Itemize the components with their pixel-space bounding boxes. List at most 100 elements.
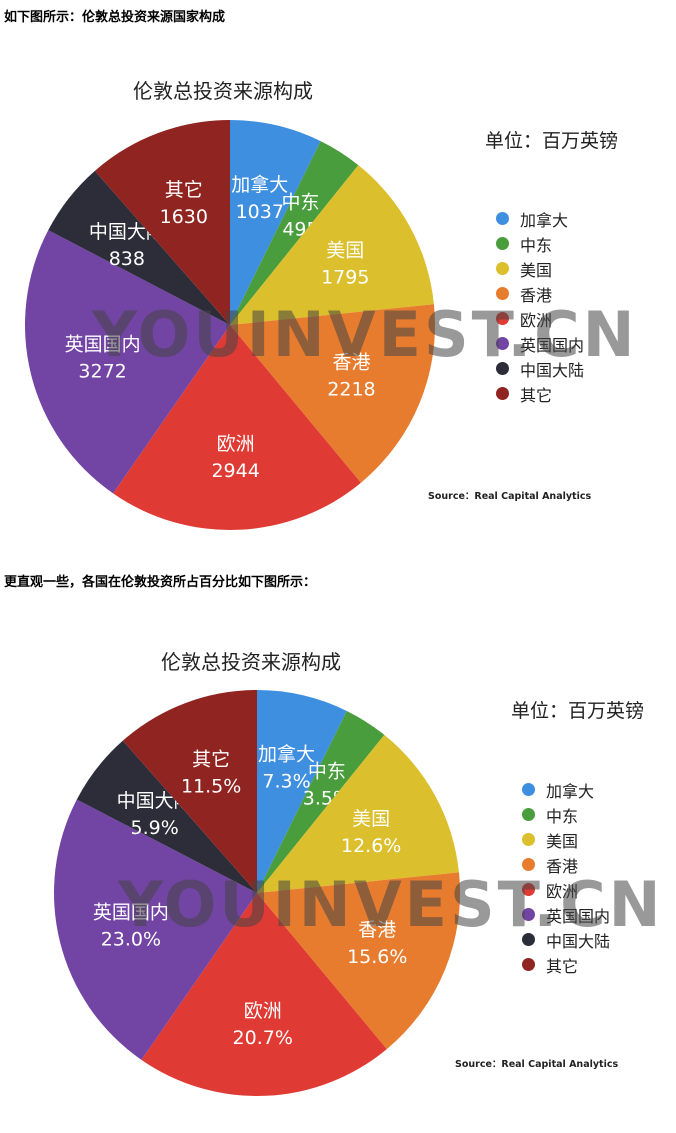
slice-category-label: 美国 <box>352 808 390 830</box>
legend-swatch <box>496 387 509 400</box>
slice-category-label: 加拿大 <box>258 742 315 765</box>
pie-slice-usa <box>257 734 459 893</box>
legend-swatch <box>522 908 535 921</box>
legend-item-canada: 加拿大 <box>522 777 610 802</box>
legend-item-usa: 美国 <box>496 256 584 281</box>
legend-item-middle-east: 中东 <box>522 802 610 827</box>
legend-label: 欧洲 <box>520 310 553 330</box>
slice-category-label: 加拿大 <box>231 173 288 196</box>
legend-swatch <box>522 783 535 796</box>
legend: 加拿大中东美国香港欧洲英国国内中国大陆其它 <box>496 206 584 406</box>
legend-item-hong-kong: 香港 <box>522 852 610 877</box>
legend-item-canada: 加拿大 <box>496 206 584 231</box>
legend-label: 香港 <box>520 285 553 305</box>
slice-value-label: 20.7% <box>233 1027 293 1049</box>
slice-value-label: 2218 <box>327 379 375 401</box>
legend-label: 英国国内 <box>546 906 611 926</box>
pie-slice-europe <box>113 325 361 530</box>
legend-label: 加拿大 <box>520 210 569 230</box>
legend-label: 欧洲 <box>546 881 579 901</box>
pie-slice-china-mainland <box>48 170 230 325</box>
legend-label: 加拿大 <box>546 781 595 801</box>
slice-value-label: 3272 <box>78 360 126 382</box>
pie-slice-uk-domestic <box>54 799 258 1060</box>
legend-label: 其它 <box>546 956 579 976</box>
slice-value-label: 11.5% <box>181 775 241 797</box>
pie-chart-amount: 加拿大1037中东495美国1795香港2218欧洲2944英国国内3272中国… <box>24 120 436 530</box>
legend-label: 中东 <box>520 235 553 255</box>
chart-panel-amount: 伦敦总投资来源构成 单位：百万英镑 加拿大 1037 中东 495 美国 1795 香港 22… <box>0 40 676 540</box>
legend-item-usa: 美国 <box>522 827 610 852</box>
legend-item-europe: 欧洲 <box>522 877 610 902</box>
slice-value-label: 23.0% <box>101 928 161 950</box>
pie-slice-other <box>122 690 257 893</box>
legend-swatch <box>496 237 509 250</box>
chart-panel-percent: 伦敦总投资来源构成 单位：百万英镑 加拿大 7.3% 中东 3.5% 美国 12.6% 香港… <box>0 610 676 1120</box>
legend-swatch <box>522 858 535 871</box>
pie-slice-china-mainland <box>76 740 257 893</box>
pie-slice-uk-domestic <box>24 230 230 494</box>
slice-category-label: 中东 <box>281 191 319 213</box>
legend-swatch <box>522 883 535 896</box>
legend-item-uk-domestic: 英国国内 <box>522 902 610 927</box>
slice-category-label: 其它 <box>165 179 203 201</box>
intro-text-2: 更直观一些，各国在伦敦投资所占百分比如下图所示： <box>4 575 317 590</box>
slice-value-label: 1630 <box>160 206 208 228</box>
chart-title: 伦敦总投资来源构成 <box>161 650 341 674</box>
legend-label: 中国大陆 <box>520 360 585 380</box>
slice-value-label: 838 <box>109 248 145 270</box>
legend-item-uk-domestic: 英国国内 <box>496 331 584 356</box>
unit-label: 单位：百万英镑 <box>511 700 645 722</box>
slice-category-label: 欧洲 <box>244 1000 282 1022</box>
legend-swatch <box>522 958 535 971</box>
slice-value-label: 15.6% <box>347 946 407 968</box>
slice-value-label: 1037 <box>236 201 284 223</box>
slice-category-label: 英国国内 <box>65 333 141 355</box>
pie-slice-canada <box>230 120 321 325</box>
legend-label: 美国 <box>520 260 553 280</box>
legend-swatch <box>496 312 509 325</box>
legend-swatch <box>496 287 509 300</box>
slice-category-label: 其它 <box>192 748 230 770</box>
chart-title: 伦敦总投资来源构成 <box>133 79 313 103</box>
legend-item-china-mainland: 中国大陆 <box>496 356 584 381</box>
pie-slice-canada <box>257 690 347 893</box>
slice-category-label: 香港 <box>358 919 396 941</box>
legend-item-hong-kong: 香港 <box>496 281 584 306</box>
legend-label: 香港 <box>546 856 579 876</box>
legend-item-china-mainland: 中国大陆 <box>522 927 610 952</box>
legend-swatch <box>496 262 509 275</box>
legend-item-other: 其它 <box>522 952 610 977</box>
unit-label: 单位：百万英镑 <box>485 130 619 152</box>
legend-label: 中国大陆 <box>546 931 611 951</box>
slice-value-label: 5.9% <box>131 817 179 839</box>
pie-slice-middle-east <box>230 141 359 325</box>
slice-value-label: 12.6% <box>341 835 401 857</box>
slice-category-label: 美国 <box>326 239 364 261</box>
legend-label: 英国国内 <box>520 335 585 355</box>
slice-value-label: 1795 <box>321 266 369 288</box>
legend-label: 其它 <box>520 385 553 405</box>
slice-category-label: 欧洲 <box>217 433 255 455</box>
legend-item-other: 其它 <box>496 381 584 406</box>
slice-category-label: 香港 <box>332 352 370 374</box>
legend-swatch <box>496 212 509 225</box>
pie-slice-usa <box>230 165 434 325</box>
legend: 加拿大中东美国香港欧洲英国国内中国大陆其它 <box>522 777 610 977</box>
legend-swatch <box>522 933 535 946</box>
pie-slice-other <box>94 120 230 325</box>
slice-category-label: 英国国内 <box>93 901 169 923</box>
pie-slice-europe <box>141 893 387 1096</box>
legend-label: 美国 <box>546 831 579 851</box>
legend-item-europe: 欧洲 <box>496 306 584 331</box>
pie-slice-hong-kong <box>230 304 436 483</box>
slice-value-label: 7.3% <box>262 770 310 792</box>
slice-value-label: 2944 <box>211 460 259 482</box>
source-label: Source：Real Capital Analytics <box>455 1059 619 1070</box>
legend-swatch <box>496 362 509 375</box>
pie-slice-middle-east <box>257 710 385 893</box>
pie-slice-hong-kong <box>257 872 460 1050</box>
pie-chart-percent: 加拿大7.3%中东3.5%美国12.6%香港15.6%欧洲20.7%英国国内23… <box>54 690 460 1096</box>
legend-label: 中东 <box>546 806 579 826</box>
intro-text-1: 如下图所示：伦敦总投资来源国家构成 <box>4 10 226 25</box>
